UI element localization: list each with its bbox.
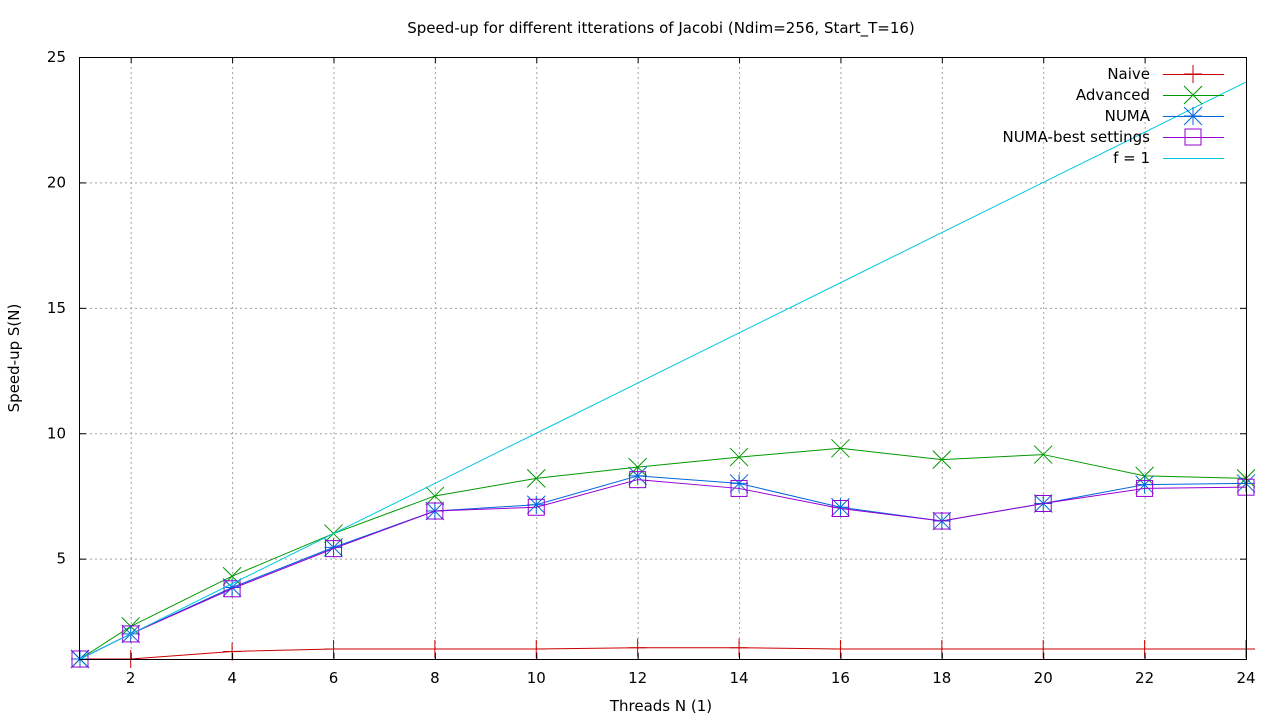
x-tick-label: 10 bbox=[527, 669, 546, 687]
series-numa-best-settings bbox=[71, 471, 1255, 668]
legend-label: f = 1 bbox=[1113, 149, 1150, 167]
x-tick-label: 16 bbox=[831, 669, 850, 687]
series-numa bbox=[70, 466, 1256, 669]
data-point bbox=[729, 474, 749, 493]
chart-title: Speed-up for different itterations of Ja… bbox=[407, 19, 915, 38]
legend-entry: Naive bbox=[1107, 65, 1224, 83]
x-tick-label: 12 bbox=[628, 669, 647, 687]
data-point bbox=[831, 497, 850, 517]
x-tick-label: 4 bbox=[227, 669, 237, 687]
x-axis-label: Threads N (1) bbox=[609, 697, 712, 715]
data-point bbox=[730, 479, 748, 497]
plot-frame bbox=[79, 57, 1247, 660]
y-tick-label: 20 bbox=[47, 173, 66, 191]
series-line bbox=[80, 647, 1246, 660]
legend-entry: NUMA bbox=[1105, 106, 1224, 126]
data-point bbox=[1135, 475, 1154, 495]
data-point bbox=[1034, 494, 1052, 512]
data-point bbox=[425, 486, 445, 506]
legend-entry: Advanced bbox=[1076, 85, 1224, 105]
series-line bbox=[79, 81, 1247, 660]
data-point bbox=[527, 498, 545, 516]
data-point bbox=[1033, 445, 1053, 464]
legend: Naive Advanced NUMA NUMA-best settings f = 1 bbox=[1002, 65, 1224, 167]
y-axis-label: Speed-up S(N) bbox=[5, 304, 23, 413]
legend-entry: f = 1 bbox=[1113, 149, 1224, 167]
series-advanced bbox=[70, 438, 1256, 669]
data-point bbox=[932, 450, 952, 469]
data-point bbox=[730, 638, 749, 657]
y-tick-label: 25 bbox=[47, 48, 66, 66]
data-point bbox=[324, 540, 342, 558]
series-line bbox=[79, 447, 1247, 660]
x-tick-label: 8 bbox=[430, 669, 440, 687]
data-point bbox=[831, 438, 850, 458]
data-point bbox=[628, 466, 648, 486]
data-point bbox=[1184, 128, 1202, 146]
legend-entry: NUMA-best settings bbox=[1002, 128, 1224, 146]
series-naive bbox=[71, 638, 1255, 668]
data-point bbox=[628, 638, 647, 657]
x-tick-label: 20 bbox=[1034, 669, 1053, 687]
x-tick-label: 24 bbox=[1236, 669, 1255, 687]
y-tick-label: 10 bbox=[47, 424, 66, 442]
data-point bbox=[1136, 479, 1154, 497]
data-point bbox=[526, 495, 546, 515]
data-point bbox=[122, 625, 140, 643]
legend-label: Naive bbox=[1107, 65, 1150, 83]
y-tick-label: 15 bbox=[47, 299, 66, 317]
data-point bbox=[222, 566, 242, 586]
data-point bbox=[729, 447, 749, 467]
legend-label: Advanced bbox=[1076, 86, 1150, 104]
legend-label: NUMA bbox=[1105, 107, 1151, 125]
data-point bbox=[629, 471, 647, 489]
data-point bbox=[526, 469, 546, 488]
data-point bbox=[932, 639, 951, 658]
legend-label: NUMA-best settings bbox=[1002, 128, 1150, 146]
series-layer bbox=[70, 81, 1256, 669]
data-point bbox=[223, 580, 241, 598]
x-tick-label: 22 bbox=[1135, 669, 1154, 687]
data-point bbox=[1183, 106, 1203, 126]
x-tick-label: 18 bbox=[932, 669, 951, 687]
series-line bbox=[79, 479, 1247, 660]
data-point bbox=[933, 512, 951, 530]
y-tick-label: 5 bbox=[56, 550, 66, 568]
grid-lines bbox=[80, 57, 1246, 659]
data-point bbox=[426, 502, 444, 520]
data-point bbox=[831, 500, 849, 517]
x-tick-label: 6 bbox=[329, 669, 339, 687]
x-tick-label: 2 bbox=[126, 669, 136, 687]
data-point bbox=[222, 578, 242, 597]
x-tick-label: 14 bbox=[729, 669, 748, 687]
data-point bbox=[324, 538, 343, 557]
data-point bbox=[1184, 65, 1202, 83]
data-point bbox=[324, 639, 343, 658]
data-point bbox=[1183, 85, 1203, 105]
series-f-1 bbox=[79, 81, 1247, 660]
series-line bbox=[79, 475, 1247, 660]
